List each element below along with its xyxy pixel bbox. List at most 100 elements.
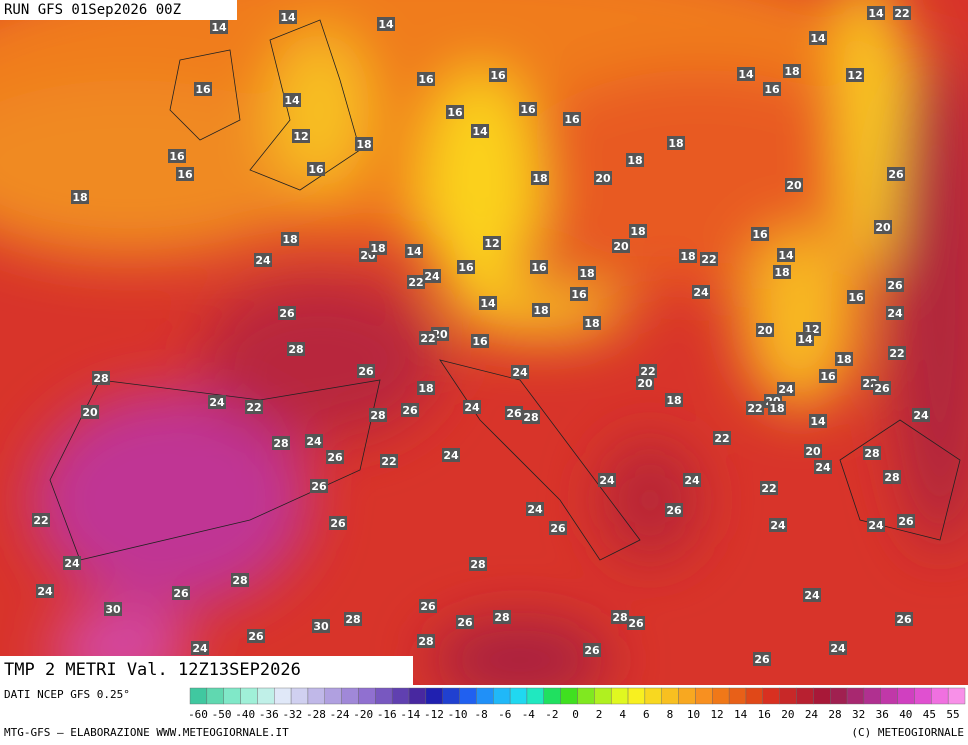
scale-swatch	[813, 687, 831, 705]
scale-swatch	[863, 687, 881, 705]
label-box	[92, 371, 110, 385]
temperature-label: 14	[797, 333, 813, 346]
label-box	[829, 641, 847, 655]
temperature-label: 20	[805, 445, 821, 458]
temperature-label: 20	[786, 179, 802, 192]
label-box	[407, 275, 425, 289]
temperature-label: 16	[447, 106, 463, 119]
temperature-label: 26	[896, 613, 912, 626]
scale-label: -16	[377, 708, 397, 721]
label-box	[526, 502, 544, 516]
scale-swatch	[914, 687, 932, 705]
temperature-label: 18	[370, 242, 385, 255]
scale-swatch	[644, 687, 662, 705]
temperature-label: 20	[875, 221, 891, 234]
label-box	[763, 82, 781, 96]
label-box	[81, 405, 99, 419]
temperature-label: 24	[209, 396, 225, 409]
temperature-label: 24	[913, 409, 929, 422]
label-box	[344, 612, 362, 626]
label-box	[457, 260, 475, 274]
label-box	[756, 323, 774, 337]
temperature-label: 18	[532, 172, 547, 185]
temperature-label: 24	[192, 642, 208, 655]
label-box	[612, 239, 630, 253]
temperature-label: 26	[888, 168, 904, 181]
label-box	[511, 365, 529, 379]
scale-swatch	[577, 687, 595, 705]
temperature-label: 28	[232, 574, 247, 587]
label-box	[194, 82, 212, 96]
temperature-label: 28	[470, 558, 485, 571]
temperature-label: 16	[564, 113, 580, 126]
label-box	[530, 260, 548, 274]
temperature-label: 16	[169, 150, 185, 163]
scale-label: 4	[619, 708, 626, 721]
scale-label: -36	[259, 708, 279, 721]
scale-label: 16	[758, 708, 771, 721]
label-box	[665, 393, 683, 407]
label-box	[583, 643, 601, 657]
temperature-label: 26	[874, 382, 890, 395]
scale-swatch	[594, 687, 612, 705]
temperature-label: 16	[848, 291, 864, 304]
temperature-label: 14	[738, 68, 754, 81]
temperature-label: 24	[599, 474, 615, 487]
label-box	[804, 444, 822, 458]
credit: MTG-GFS — ELABORAZIONE WWW.METEOGIORNALE…	[4, 726, 289, 739]
scale-swatch	[189, 687, 208, 705]
label-box	[679, 249, 697, 263]
label-box	[785, 178, 803, 192]
label-box	[874, 220, 892, 234]
scale-label: 8	[667, 708, 674, 721]
scale-label: 45	[923, 708, 936, 721]
scale-swatch	[206, 687, 224, 705]
label-box	[278, 306, 296, 320]
coastline	[49, 19, 961, 561]
temperature-label: 16	[820, 370, 836, 383]
temperature-label: 24	[64, 557, 80, 570]
label-box	[479, 296, 497, 310]
scale-swatch	[830, 687, 848, 705]
scale-label: -40	[235, 708, 255, 721]
temperature-label: 24	[527, 503, 543, 516]
label-box	[505, 406, 523, 420]
label-box	[401, 403, 419, 417]
scale-swatch	[627, 687, 646, 705]
temperature-label: 26	[279, 307, 295, 320]
temperature-label: 14	[810, 32, 826, 45]
temperature-label: 18	[680, 250, 695, 263]
label-box	[627, 616, 645, 630]
header-box	[0, 0, 237, 20]
temperature-label: 28	[93, 372, 108, 385]
temperature-label: 16	[490, 69, 506, 82]
label-box	[283, 93, 301, 107]
scale-swatch	[897, 687, 915, 705]
label-box	[245, 400, 263, 414]
scale-swatch	[324, 687, 342, 705]
label-box	[846, 68, 864, 82]
temperature-label: 26	[550, 522, 566, 535]
label-box	[636, 376, 654, 390]
scale-label: -20	[353, 708, 373, 721]
temperature-label: 24	[512, 366, 528, 379]
scale-label: 20	[781, 708, 794, 721]
label-box	[563, 112, 581, 126]
label-box	[773, 265, 791, 279]
scale-swatch	[695, 687, 713, 705]
temperature-label: 16	[195, 83, 211, 96]
label-box	[307, 162, 325, 176]
temperature-label: 26	[358, 365, 374, 378]
label-box	[210, 20, 228, 34]
title-box	[0, 656, 413, 685]
temperature-label: 16	[177, 168, 193, 181]
label-box	[867, 518, 885, 532]
temperature-label: 26	[311, 480, 327, 493]
scale-swatch	[762, 687, 780, 705]
scale-label: -8	[475, 708, 488, 721]
label-box	[777, 382, 795, 396]
label-box	[329, 516, 347, 530]
temperature-label: 22	[33, 514, 48, 527]
label-box	[667, 136, 685, 150]
temperature-label: 24	[255, 254, 271, 267]
